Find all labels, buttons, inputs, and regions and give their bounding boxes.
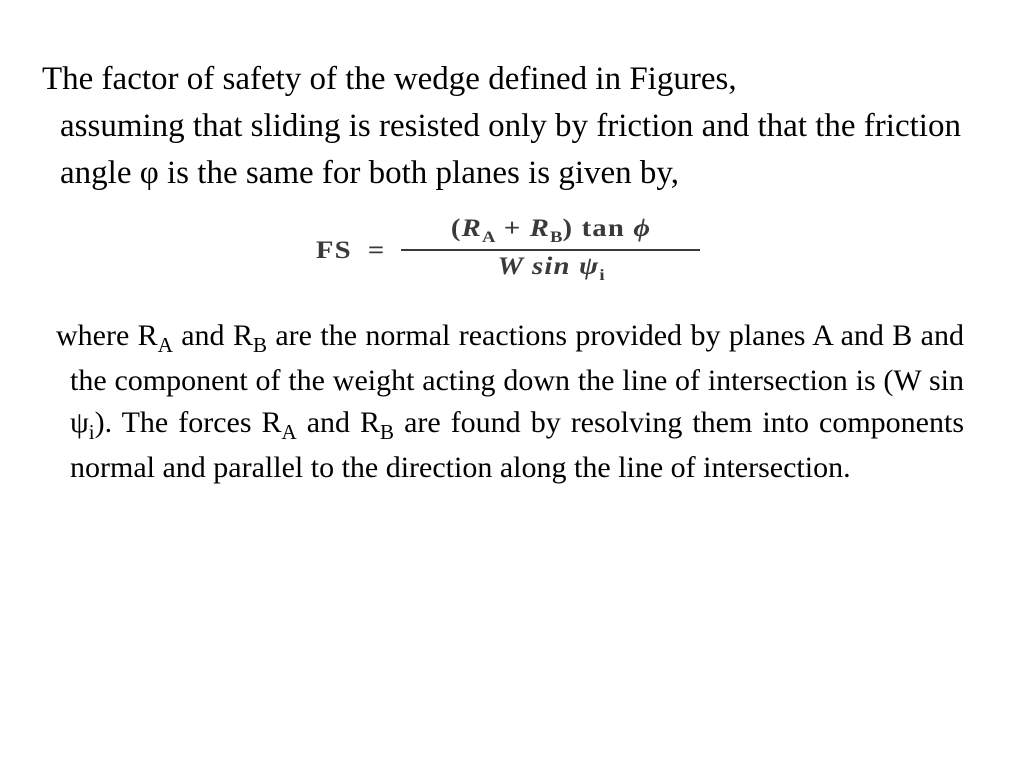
paragraph-1: The factor of safety of the wedge define… [42,56,974,197]
formula-lhs: FS [316,237,352,265]
formula-denominator: W sin ψi [488,251,613,287]
num-open: ( [451,215,462,242]
den-psi: ψ [579,253,599,280]
paragraph-2: where RA and RB are the normal reactions… [42,315,974,490]
num-phi: ϕ [633,215,651,242]
p2-sb: B [253,333,267,357]
num-ra-sub: A [482,228,496,246]
page-body: The factor of safety of the wedge define… [0,0,1024,489]
den-sub: i [599,266,604,284]
num-rb: R [529,215,549,242]
p2-t1: where R [56,319,158,352]
p2-sb2: B [380,420,394,444]
factor-of-safety-formula: FS = (RA + RB) tan ϕ W sin ψi [316,215,701,287]
para1-rest: assuming that sliding is resisted only b… [42,103,974,197]
p2-t4: ). The forces R [95,406,282,439]
formula-fraction: (RA + RB) tan ϕ W sin ψi [401,215,700,287]
formula-container: FS = (RA + RB) tan ϕ W sin ψi [42,215,974,287]
formula-numerator: (RA + RB) tan ϕ [441,215,660,249]
num-close: ) tan [562,215,633,242]
p2-sa: A [158,333,173,357]
num-plus: + [495,215,529,242]
num-ra: R [461,215,481,242]
den-w: W sin [497,253,578,280]
p2-t5: and R [297,406,380,439]
formula-equals: = [368,237,386,265]
para1-line1: The factor of safety of the wedge define… [42,61,737,97]
num-rb-sub: B [550,228,562,246]
p2-sa2: A [282,420,297,444]
p2-t2: and R [173,319,253,352]
